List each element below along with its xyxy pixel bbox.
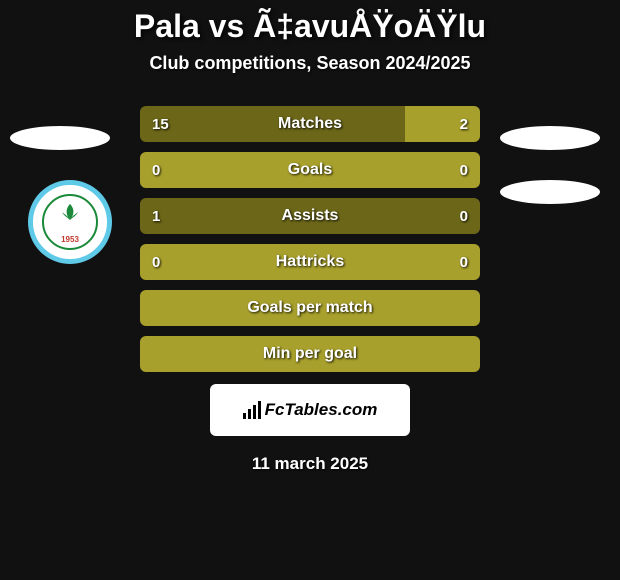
- stat-label: Matches: [278, 115, 342, 133]
- stats-area: 15 Matches 2 0 Goals 0 1 Assists 0 0 Hattricks 0 Goa…: [140, 106, 480, 372]
- stat-row: Goals per match: [140, 290, 480, 326]
- subtitle: Club competitions, Season 2024/2025: [0, 53, 620, 74]
- stat-label: Goals per match: [247, 299, 372, 317]
- stat-right-value: 0: [460, 208, 468, 225]
- badge-year: 1953: [61, 235, 79, 244]
- stat-row: 0 Hattricks 0: [140, 244, 480, 280]
- club-badge-left: 1953: [28, 180, 112, 264]
- stat-row: 15 Matches 2: [140, 106, 480, 142]
- tea-leaf-icon: [56, 202, 84, 230]
- stat-right-value: 2: [460, 116, 468, 133]
- stat-left-value: 1: [152, 208, 160, 225]
- stat-row: 0 Goals 0: [140, 152, 480, 188]
- stat-right-value: 0: [460, 162, 468, 179]
- badge-inner: 1953: [42, 194, 98, 250]
- fctables-text: FcTables.com: [265, 400, 378, 420]
- stat-left-value: 15: [152, 116, 169, 133]
- player-right-placeholder: [500, 126, 600, 150]
- stat-label: Hattricks: [276, 253, 344, 271]
- stat-bar-left: [140, 106, 405, 142]
- fctables-link[interactable]: FcTables.com: [210, 384, 410, 436]
- date-text: 11 march 2025: [0, 454, 620, 474]
- page-title: Pala vs Ã‡avuÅŸoÄŸlu: [0, 8, 620, 45]
- stat-row: Min per goal: [140, 336, 480, 372]
- bars-icon: [243, 401, 261, 419]
- stat-left-value: 0: [152, 162, 160, 179]
- player-left-placeholder: [10, 126, 110, 150]
- stat-bar-right: [405, 106, 480, 142]
- stat-label: Goals: [288, 161, 332, 179]
- stat-label: Assists: [282, 207, 339, 225]
- stat-right-value: 0: [460, 254, 468, 271]
- stat-left-value: 0: [152, 254, 160, 271]
- stat-label: Min per goal: [263, 345, 357, 363]
- player-right-placeholder-2: [500, 180, 600, 204]
- fctables-label: FcTables.com: [243, 400, 378, 420]
- stat-row: 1 Assists 0: [140, 198, 480, 234]
